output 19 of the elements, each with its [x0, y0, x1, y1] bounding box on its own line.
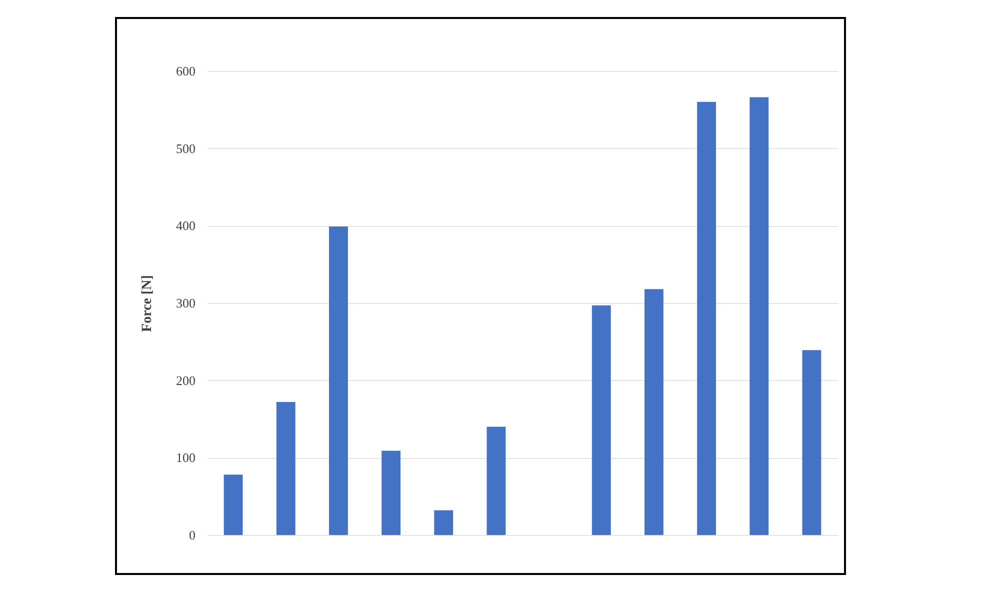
bar	[697, 102, 716, 535]
y-tick-label: 200	[176, 372, 196, 388]
bar	[802, 350, 822, 535]
bar	[382, 450, 401, 535]
y-axis-title: Force [N]	[140, 275, 155, 332]
bar	[750, 97, 769, 535]
bar	[328, 226, 348, 535]
y-tick-label: 100	[176, 450, 196, 466]
bar	[486, 426, 506, 535]
y-tick-label: 500	[176, 140, 196, 156]
bar	[644, 289, 664, 535]
y-tick-label: 400	[176, 218, 196, 234]
bar	[276, 402, 296, 535]
bar	[592, 305, 611, 535]
y-tick-label: 600	[176, 64, 196, 78]
y-tick-label: 300	[176, 296, 196, 310]
bar	[224, 474, 243, 535]
bar	[434, 510, 454, 535]
y-tick-label: 0	[189, 528, 196, 542]
